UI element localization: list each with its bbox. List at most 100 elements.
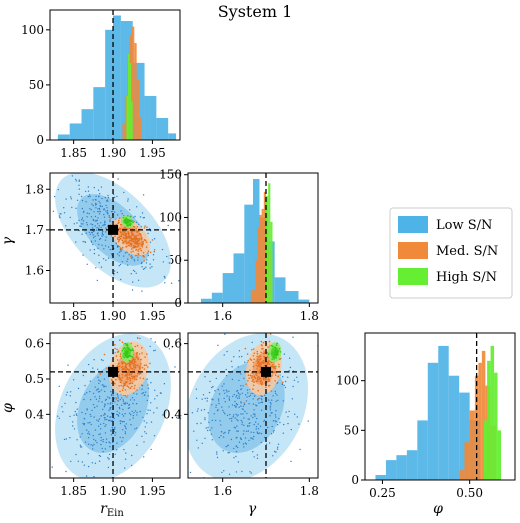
sample-point [131, 454, 133, 457]
sample-point [101, 401, 103, 403]
sample-point [93, 443, 95, 446]
sample-point [136, 357, 139, 359]
sample-point [275, 410, 277, 412]
sample-point [124, 230, 126, 233]
sample-point [252, 451, 254, 453]
sample-point [93, 416, 95, 418]
legend-label-low: Low S/N [436, 218, 492, 233]
sample-point [111, 379, 113, 381]
sample-point [136, 226, 139, 228]
sample-point [118, 406, 121, 409]
bar-med [139, 117, 142, 140]
sample-point [246, 396, 248, 398]
sample-point [269, 409, 272, 411]
sample-point [107, 196, 110, 199]
sample-point [115, 378, 117, 381]
sample-point [282, 381, 284, 384]
sample-point [105, 367, 108, 369]
sample-point [260, 358, 262, 360]
sample-point [118, 236, 120, 238]
sample-point [120, 235, 123, 238]
sample-point [117, 237, 119, 239]
sample-point [269, 401, 272, 404]
sample-point [125, 217, 127, 219]
sample-point [209, 429, 211, 431]
sample-point [144, 225, 146, 227]
sample-point [109, 397, 111, 399]
sample-point [211, 439, 213, 441]
sample-point [127, 264, 129, 266]
sample-point [93, 211, 95, 213]
sample-point [134, 270, 136, 273]
sample-point [130, 273, 132, 275]
sample-point [135, 403, 138, 405]
sample-point [131, 397, 134, 399]
sample-point [65, 198, 67, 200]
sample-point [108, 419, 110, 422]
sample-point [95, 267, 97, 269]
sample-point [274, 450, 276, 453]
sample-point [109, 219, 111, 221]
sample-point [130, 424, 132, 426]
sample-point [107, 403, 109, 405]
sample-point [127, 215, 129, 217]
y-tick-label: 0.5 [25, 372, 44, 386]
sample-point [130, 373, 132, 376]
sample-point [101, 232, 104, 234]
sample-point [276, 394, 278, 396]
sample-point [130, 254, 133, 257]
sample-point [99, 193, 101, 195]
bar-med [124, 95, 128, 140]
sample-point [216, 456, 219, 459]
sample-point [259, 355, 261, 358]
sample-point [242, 408, 244, 411]
sample-point [69, 437, 71, 439]
sample-point [70, 196, 72, 198]
sample-point [98, 400, 100, 402]
sample-point [272, 356, 274, 358]
sample-point [131, 289, 134, 291]
sample-point [117, 376, 120, 379]
sample-point [130, 251, 132, 253]
bar-med [263, 191, 266, 303]
sample-point [125, 233, 127, 235]
sample-point [128, 407, 131, 409]
sample-point [195, 388, 198, 390]
sample-point [134, 242, 136, 244]
sample-point [111, 427, 114, 429]
sample-point [216, 410, 219, 412]
bar-low [211, 292, 223, 303]
sample-point [65, 394, 68, 396]
sample-point [256, 355, 259, 358]
sample-point [196, 410, 199, 412]
sample-point [255, 404, 257, 406]
sample-point [99, 433, 102, 435]
sample-point [89, 380, 92, 382]
sample-point [233, 356, 235, 358]
sample-point [130, 219, 132, 222]
sample-point [133, 361, 136, 364]
sample-point [234, 417, 236, 419]
sample-point [136, 375, 138, 377]
sample-point [98, 379, 100, 381]
sample-point [91, 203, 93, 205]
sample-point [99, 210, 101, 213]
sample-point [121, 213, 123, 215]
sample-point [61, 406, 63, 408]
bar-high [266, 196, 269, 303]
sample-point [156, 407, 158, 409]
sample-point [81, 233, 83, 235]
bar-med [250, 290, 256, 303]
sample-point [247, 359, 249, 362]
sample-point [102, 258, 105, 260]
sample-point [94, 215, 97, 218]
sample-point [167, 224, 169, 227]
x-tick-label: 1.90 [100, 146, 127, 160]
sample-point [112, 193, 115, 196]
sample-point [129, 399, 132, 401]
sample-point [119, 390, 121, 393]
sample-point [117, 351, 119, 353]
sample-point [204, 376, 206, 378]
sample-point [137, 372, 139, 375]
sample-point [133, 237, 136, 240]
